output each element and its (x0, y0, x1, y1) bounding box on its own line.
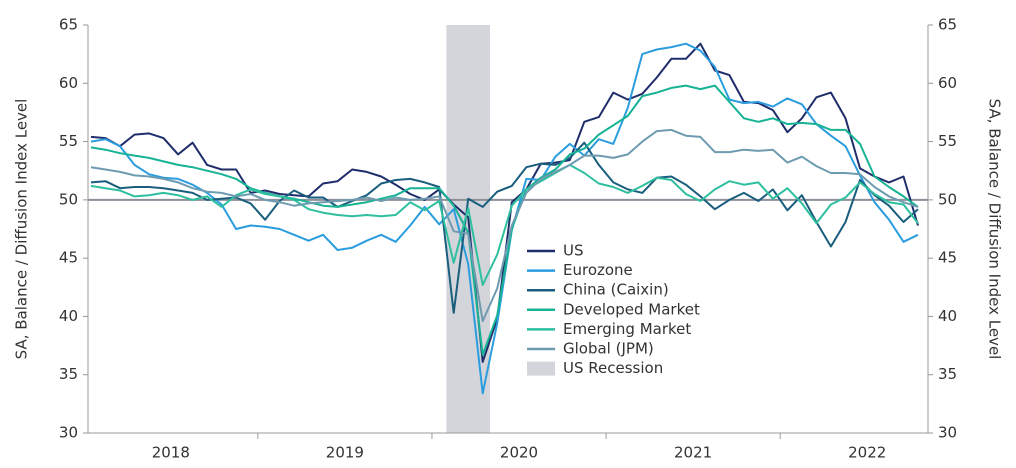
x-tick-label: 2018 (152, 444, 190, 462)
y-axis-title: SA, Balance / Diffusion Index Level (13, 99, 31, 360)
y2-tick-label: 45 (938, 249, 957, 267)
y2-tick-label: 40 (938, 307, 957, 325)
y2-tick-label: 55 (938, 132, 957, 150)
series-line (90, 128, 919, 323)
x-tick-label: 2022 (848, 444, 886, 462)
y-tick-label: 40 (59, 307, 78, 325)
legend-label: Emerging Market (563, 320, 691, 338)
y2-tick-label: 35 (938, 365, 957, 383)
series-line (90, 84, 919, 356)
y2-tick-label: 60 (938, 74, 957, 92)
y-tick-label: 55 (59, 132, 78, 150)
y2-axis-title: SA, Balance / Diffusion Index Level (986, 99, 1004, 360)
legend-label: Developed Market (563, 300, 700, 318)
y2-tick-label: 50 (938, 190, 957, 208)
x-tick-label: 2021 (674, 444, 712, 462)
x-tick-label: 2019 (326, 444, 364, 462)
legend-label: China (Caixin) (563, 281, 669, 299)
y-tick-label: 50 (59, 190, 78, 208)
y-tick-label: 35 (59, 365, 78, 383)
y2-tick-label: 30 (938, 424, 957, 442)
y-tick-label: 45 (59, 249, 78, 267)
series-line (90, 163, 919, 286)
legend-swatch (527, 361, 555, 376)
legend-label: Eurozone (563, 261, 633, 279)
y2-tick-label: 65 (938, 16, 957, 34)
y-tick-label: 65 (59, 16, 78, 34)
series-line (90, 141, 919, 314)
legend-label: Global (JPM) (563, 340, 654, 358)
series-line (90, 42, 919, 395)
x-tick-label: 2020 (500, 444, 538, 462)
legend-label: US (563, 242, 584, 260)
y-tick-label: 30 (59, 424, 78, 442)
y-tick-label: 60 (59, 74, 78, 92)
legend-label: US Recession (563, 359, 663, 377)
